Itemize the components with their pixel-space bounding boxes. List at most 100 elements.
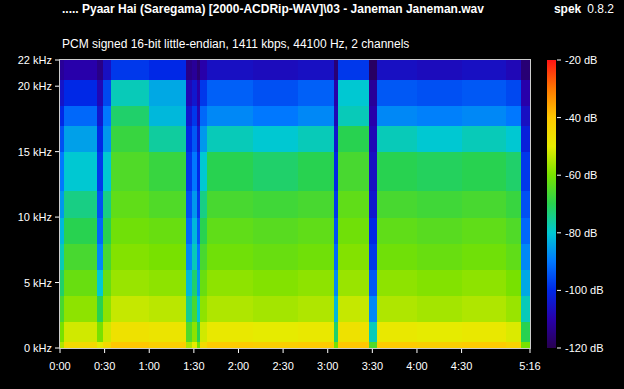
cell bbox=[506, 269, 521, 296]
cell bbox=[462, 125, 507, 152]
cell bbox=[97, 106, 103, 126]
cell bbox=[60, 80, 65, 107]
cell bbox=[192, 80, 197, 107]
cell bbox=[338, 80, 370, 107]
cell bbox=[377, 60, 418, 80]
cell bbox=[97, 341, 103, 348]
cell bbox=[111, 80, 150, 107]
cell bbox=[186, 296, 192, 323]
cell bbox=[207, 296, 254, 323]
cell bbox=[334, 106, 339, 126]
cell bbox=[197, 269, 200, 296]
cell bbox=[334, 60, 339, 80]
cell bbox=[462, 243, 507, 270]
cell bbox=[298, 60, 334, 80]
cell bbox=[64, 125, 97, 152]
cell bbox=[149, 243, 187, 270]
color-tick bbox=[557, 290, 561, 291]
cell bbox=[149, 125, 187, 152]
cell bbox=[149, 217, 187, 244]
cell bbox=[369, 106, 377, 126]
color-tick-label: -40 dB bbox=[565, 112, 597, 124]
cell bbox=[103, 296, 111, 323]
cell bbox=[338, 269, 370, 296]
cell bbox=[338, 217, 370, 244]
cell bbox=[97, 80, 103, 107]
color-tick bbox=[557, 348, 561, 349]
cell bbox=[253, 125, 298, 152]
cell bbox=[506, 296, 521, 323]
cell bbox=[186, 152, 192, 192]
cell bbox=[97, 152, 103, 192]
cell bbox=[103, 322, 111, 342]
cell bbox=[103, 106, 111, 126]
cell bbox=[200, 341, 208, 348]
cell bbox=[521, 341, 530, 348]
cell bbox=[377, 243, 418, 270]
x-tick bbox=[530, 349, 531, 353]
cell bbox=[253, 322, 298, 342]
cell bbox=[207, 125, 254, 152]
cell bbox=[103, 152, 111, 192]
background bbox=[0, 0, 624, 389]
cell bbox=[377, 269, 418, 296]
cell bbox=[149, 80, 187, 107]
cell bbox=[207, 80, 254, 107]
cell bbox=[377, 80, 418, 107]
cell bbox=[334, 125, 339, 152]
cell bbox=[334, 217, 339, 244]
cell bbox=[186, 191, 192, 218]
color-tick-label: -60 dB bbox=[565, 169, 597, 181]
cell bbox=[334, 269, 339, 296]
cell bbox=[298, 341, 334, 348]
cell bbox=[186, 243, 192, 270]
cell bbox=[111, 191, 150, 218]
cell bbox=[506, 191, 521, 218]
cell bbox=[334, 243, 339, 270]
y-tick-label: 15 kHz bbox=[18, 146, 52, 158]
color-tick bbox=[557, 175, 561, 176]
cell bbox=[60, 296, 65, 323]
cell bbox=[192, 296, 197, 323]
cell bbox=[111, 269, 150, 296]
cell bbox=[338, 243, 370, 270]
x-tick bbox=[283, 349, 284, 353]
cell bbox=[506, 80, 521, 107]
cell bbox=[192, 152, 197, 192]
cell bbox=[462, 80, 507, 107]
cell bbox=[338, 125, 370, 152]
cell bbox=[462, 191, 507, 218]
x-tick bbox=[104, 349, 105, 353]
cell bbox=[60, 269, 65, 296]
cell bbox=[369, 269, 377, 296]
y-tick-label: 20 kHz bbox=[18, 80, 52, 92]
cell bbox=[369, 152, 377, 192]
cell bbox=[462, 269, 507, 296]
cell bbox=[298, 217, 334, 244]
cell bbox=[417, 152, 462, 192]
x-tick-label: 1:00 bbox=[139, 360, 160, 372]
x-tick bbox=[60, 349, 61, 353]
cell bbox=[338, 106, 370, 126]
cell bbox=[186, 125, 192, 152]
version: 0.8.2 bbox=[587, 2, 614, 16]
cell bbox=[369, 322, 377, 342]
cell bbox=[253, 106, 298, 126]
cell bbox=[64, 243, 97, 270]
cell bbox=[64, 152, 97, 192]
cell bbox=[334, 322, 339, 342]
cell bbox=[111, 125, 150, 152]
cell bbox=[60, 125, 65, 152]
cell bbox=[253, 80, 298, 107]
cell bbox=[197, 243, 200, 270]
cell bbox=[103, 217, 111, 244]
cell bbox=[207, 217, 254, 244]
cell bbox=[521, 125, 530, 152]
cell bbox=[149, 322, 187, 342]
cell bbox=[253, 341, 298, 348]
cell bbox=[369, 191, 377, 218]
cell bbox=[338, 341, 370, 348]
cell bbox=[369, 341, 377, 348]
cell bbox=[417, 217, 462, 244]
cell bbox=[200, 269, 208, 296]
